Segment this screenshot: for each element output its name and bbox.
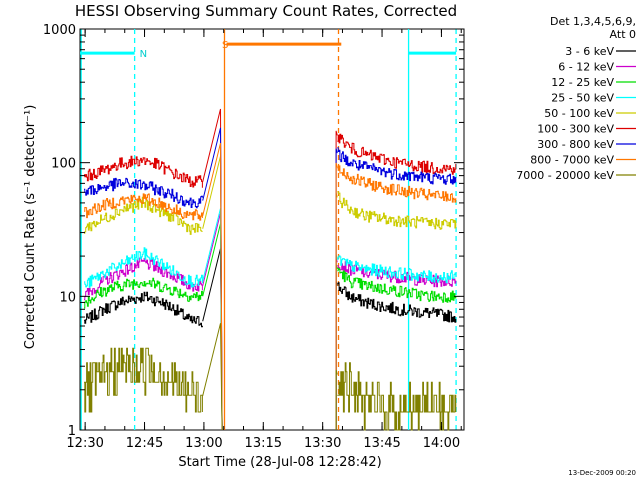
series-line-after [337,362,457,431]
legend-header: Att 0 [610,28,636,41]
series-line-before [84,257,203,301]
x-tick-label: 13:15 [245,436,282,451]
plot-border [79,28,465,431]
legend-entry-label: 300 - 800 keV [537,138,614,151]
flag-annotation-label: S [222,40,228,51]
plot-frame [79,28,465,431]
x-tick-label: 13:00 [185,436,222,451]
series-line-after [337,255,457,284]
series-line-before [84,155,203,188]
y-axis-label: Corrected Count Rate (s⁻¹ detector⁻¹) [23,105,38,350]
series-line-before [84,347,203,413]
legend-entry-label: 3 - 6 keV [565,45,614,58]
series-gap-edge [202,208,223,431]
x-tick-label: 13:30 [304,436,341,451]
y-tick-label: 1 [68,424,76,439]
legend: Det 1,3,4,5,6,9,Att 0 3 - 6 keV 6 - 12 keV… [516,15,636,182]
flag-annotation-label: N [140,49,147,60]
series-line-after [337,261,457,288]
x-tick-label: 13:45 [363,436,400,451]
y-tick-label: 100 [51,157,76,172]
series-gap-edge [335,162,338,430]
flag-bars: NS [80,40,457,60]
series-line-before [84,247,203,288]
series-line-after [337,191,457,230]
series-line-after [337,147,457,185]
series-line-before [84,193,203,221]
legend-entry-label: 50 - 100 keV [544,107,614,120]
series-line-before [84,291,203,328]
y-tick-label: 10 [59,290,76,305]
legend-entry-label: 25 - 50 keV [551,92,614,105]
x-tick-label: 12:45 [126,436,163,451]
chart-title: HESSI Observing Summary Count Rates, Cor… [75,2,457,20]
y-tick-label: 1000 [43,23,76,38]
series-gap-edge [202,155,223,431]
series-line-after [337,282,457,323]
series-gap-edge [202,212,223,431]
x-tick-label: 12:30 [66,436,103,451]
x-axis-label: Start Time (28-Jul-08 12:28:42) [178,455,381,470]
legend-entry-label: 12 - 25 keV [551,76,614,89]
legend-entry-label: 6 - 12 keV [558,61,614,74]
series-line-before [84,277,203,309]
series-line-before [84,177,203,209]
x-tick-label: 14:00 [423,436,460,451]
series-gap-edge [202,323,223,431]
series-line-after [337,133,457,175]
series-lines [84,108,457,431]
series-gap-edge [202,142,223,431]
series-gap-edge [335,369,338,430]
footer-timestamp: 13-Dec-2009 00:20 [568,469,636,477]
axes: 12:30 12:45 13:00 13:15 13:30 13:45 14:00 1 10 10… [43,23,464,451]
legend-entry-label: 100 - 300 keV [537,123,614,136]
legend-header: Det 1,3,4,5,6,9, [550,15,636,28]
series-line-after [337,267,457,303]
legend-entry-label: 800 - 7000 keV [530,154,614,167]
legend-entry-label: 7000 - 20000 keV [516,169,614,182]
series-line-after [337,165,457,203]
